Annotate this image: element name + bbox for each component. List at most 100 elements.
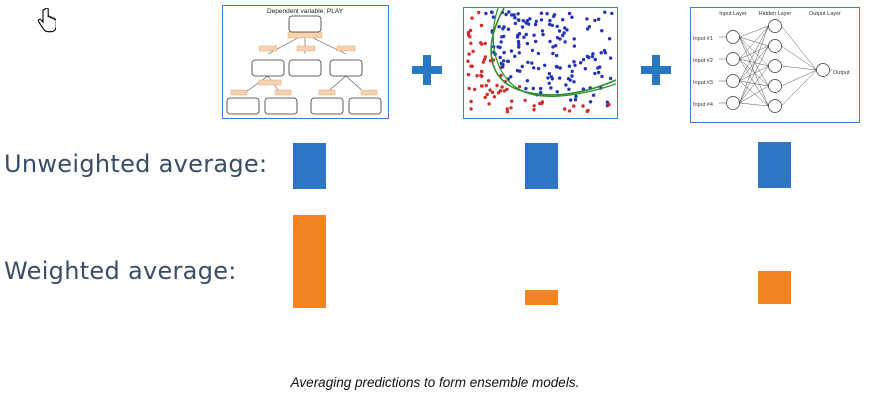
nn-connection: [781, 65, 817, 71]
blue-point: [517, 51, 521, 55]
blue-point: [522, 35, 526, 39]
red-point: [502, 89, 506, 93]
blue-point: [552, 13, 557, 17]
blue-point: [568, 78, 572, 82]
red-point: [505, 107, 509, 111]
blue-point: [513, 16, 517, 20]
blue-point: [524, 32, 528, 37]
blue-point: [536, 66, 541, 71]
nn-connection: [739, 25, 769, 82]
blue-point: [528, 17, 532, 21]
neural-network-panel: Input Layer Hidden Layer Output Layer In…: [690, 7, 860, 123]
blue-point: [581, 57, 586, 62]
blue-point: [525, 41, 530, 46]
weighted-average-label: Weighted average:: [4, 257, 237, 285]
blue-point: [551, 45, 555, 49]
red-point: [479, 23, 484, 28]
blue-point: [532, 66, 536, 70]
blue-point: [548, 22, 552, 27]
blue-point: [501, 65, 505, 69]
blue-point: [490, 10, 494, 14]
blue-point: [539, 90, 543, 95]
nn-connection: [739, 36, 769, 47]
blue-point: [498, 55, 502, 60]
blue-point: [561, 33, 565, 38]
blue-point: [583, 67, 587, 71]
red-point: [540, 101, 544, 106]
unweighted-average-label: Unweighted average:: [4, 150, 268, 178]
blue-point: [573, 63, 577, 67]
blue-point: [567, 87, 571, 92]
blue-point: [599, 51, 603, 55]
red-point: [492, 95, 497, 99]
nn-connection: [739, 45, 769, 60]
blue-point: [530, 48, 535, 53]
blue-point: [554, 44, 558, 48]
blue-point: [573, 98, 578, 102]
red-point: [487, 102, 491, 106]
nn-connection: [781, 69, 817, 87]
blue-point: [512, 13, 516, 17]
red-point: [567, 109, 572, 113]
blue-point: [600, 74, 604, 79]
blue-point: [524, 86, 528, 91]
blue-point: [548, 39, 552, 44]
blue-point: [591, 93, 596, 97]
blue-point: [600, 29, 604, 33]
red-point: [505, 110, 510, 114]
blue-point: [502, 50, 506, 55]
blue-point: [572, 60, 576, 64]
blue-point: [499, 61, 503, 66]
input-node: [726, 52, 740, 66]
red-point: [581, 104, 585, 108]
blue-point: [555, 36, 560, 40]
blue-point: [499, 40, 503, 44]
blue-point: [515, 68, 520, 73]
red-point: [480, 42, 484, 46]
blue-point: [548, 18, 552, 23]
blue-point: [504, 12, 508, 17]
blue-point: [587, 25, 592, 29]
blue-point: [591, 52, 595, 56]
red-point: [484, 83, 488, 88]
blue-point: [532, 33, 536, 37]
blue-point: [516, 39, 521, 44]
blue-point: [531, 86, 535, 91]
nn-connection: [739, 80, 769, 107]
hidden-node: [768, 19, 782, 33]
red-point: [482, 57, 487, 62]
blue-point: [509, 75, 513, 79]
red-point: [510, 99, 514, 103]
blue-point: [572, 80, 576, 84]
plus-icon: [641, 55, 671, 85]
blue-point: [543, 63, 547, 67]
blue-point: [549, 86, 553, 90]
red-point: [471, 49, 475, 53]
blue-point: [517, 45, 521, 49]
tree-title: Dependent variable: PLAY: [267, 8, 344, 15]
input-4-label: Input #4: [693, 102, 713, 108]
red-point: [467, 52, 471, 56]
red-point: [467, 86, 471, 91]
blue-point: [539, 18, 544, 22]
red-point: [505, 87, 509, 92]
blue-point: [546, 76, 550, 80]
blue-point: [517, 18, 521, 22]
nn-connection: [739, 25, 769, 104]
nn-connection: [739, 80, 769, 87]
blue-point: [607, 37, 612, 41]
red-point: [499, 73, 503, 78]
blue-point: [530, 61, 534, 65]
blue-point: [593, 18, 597, 23]
blue-point: [526, 60, 530, 64]
red-point: [483, 95, 487, 100]
blue-point: [534, 39, 538, 44]
red-point: [468, 28, 473, 33]
blue-point: [603, 10, 607, 14]
blue-point: [540, 29, 545, 33]
hidden-node: [768, 99, 782, 113]
input-2-label: Input #2: [693, 58, 713, 64]
red-point: [523, 98, 527, 103]
red-point: [517, 85, 522, 89]
blue-point: [557, 29, 562, 33]
